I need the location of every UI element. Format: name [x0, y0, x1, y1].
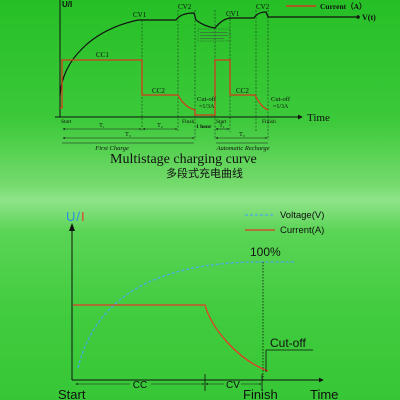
stage-label-cv2-second: CV2	[256, 3, 270, 11]
cutoff-label-bottom: Cut-off	[270, 336, 306, 350]
stage-label-cc1: CC1	[96, 51, 109, 59]
bottom-y-axis-label: U/I	[66, 209, 85, 224]
marker-finish-first: Finsh	[182, 119, 194, 125]
stage-label-cv1: CV1	[133, 11, 147, 19]
marker-rest-duration: 1 hour	[196, 124, 212, 130]
bottom-voltage-curve	[77, 261, 294, 369]
top-voltage-curve	[59, 11, 356, 97]
top-y-axis-label: U/I	[62, 0, 72, 9]
stage-label-cc2-second: CC2	[236, 87, 249, 95]
phase-cv-label: CV	[226, 380, 240, 391]
legend-current-label: Current（A）	[320, 1, 367, 11]
legend-current-label-bottom: Current(A)	[280, 225, 324, 236]
x-label-start: Start	[58, 387, 86, 400]
u-symbol: U	[66, 209, 75, 224]
period-t1-second: T₁	[219, 123, 224, 129]
x-label-finish: Finish	[243, 387, 278, 400]
period-t3-first: T₃	[125, 132, 131, 138]
marker-start-first: Start	[61, 119, 72, 125]
stage-label-cc2: CC2	[152, 87, 165, 95]
multistage-chart: U/I Time Current（A） V(t) CC1 CV1	[55, 0, 376, 152]
voltage-end-label: V(t)	[362, 13, 376, 22]
cutoff-label-first: Cut-off	[197, 96, 217, 103]
cc-cv-chart: U/I Voltage(V) Current(A) 100% Cut-off C…	[58, 209, 338, 400]
figure-subtitle: 多段式充电曲线	[166, 166, 243, 180]
bottom-y-axis-arrow	[69, 223, 75, 231]
period-t1-first: T₁	[99, 123, 105, 129]
voltage-end-dot	[356, 15, 360, 19]
x-label-time: Time	[310, 387, 338, 400]
top-current-curve	[60, 59, 269, 116]
marker-start-second: Start	[216, 119, 227, 125]
marker-finish-second: Finish	[262, 119, 276, 125]
fine-print-note	[197, 28, 231, 42]
phase-automatic-recharge: Automatic Recharge	[215, 145, 269, 152]
slash-symbol: /	[76, 209, 80, 224]
figure-title: Multistage charging curve	[110, 152, 257, 167]
cutoff-label-second: Cut-off	[271, 96, 291, 103]
phase-first-charge: First Charge	[94, 145, 129, 152]
period-t2-first: T₂	[157, 123, 163, 129]
stage-label-cv1-second: CV1	[226, 10, 240, 18]
stage-label-cv2: CV2	[178, 3, 192, 11]
full-charge-label: 100%	[250, 245, 281, 259]
i-symbol: I	[81, 209, 85, 224]
top-x-axis-label: Time	[307, 112, 330, 124]
legend-voltage-label: Voltage(V)	[280, 210, 324, 221]
cutoff-value-second: =1/3A	[273, 104, 289, 110]
cutoff-value-first: =1/3A	[199, 104, 215, 110]
bottom-current-curve	[73, 304, 269, 372]
cutoff-callout	[265, 349, 313, 372]
period-t3-second: T₃	[239, 132, 245, 138]
phase-cc-label: CC	[133, 380, 147, 391]
